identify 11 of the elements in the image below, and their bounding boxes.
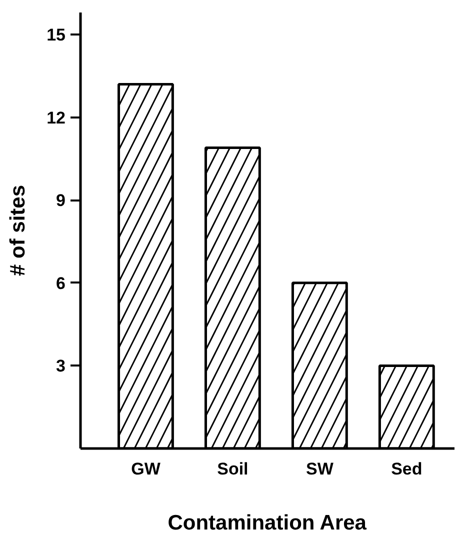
x-tick-label: Soil bbox=[217, 460, 248, 478]
y-tick-label: 15 bbox=[46, 26, 66, 45]
y-tick-label: 6 bbox=[56, 274, 66, 293]
y-tick-label: 12 bbox=[46, 108, 66, 128]
x-tick-label: GW bbox=[131, 460, 162, 478]
x-tick-label: Sed bbox=[391, 460, 422, 478]
y-tick-label: 3 bbox=[56, 356, 66, 376]
x-tick-label: SW bbox=[306, 460, 334, 478]
y-tick-label: 9 bbox=[56, 191, 66, 210]
x-axis-title: Contamination Area bbox=[168, 512, 367, 534]
y-axis-title: # of sites bbox=[6, 184, 30, 276]
